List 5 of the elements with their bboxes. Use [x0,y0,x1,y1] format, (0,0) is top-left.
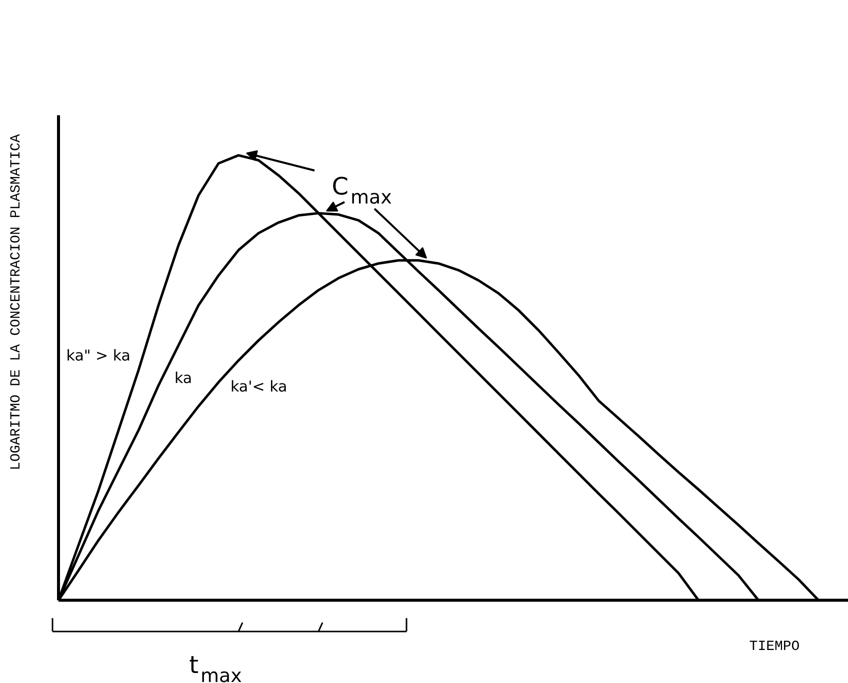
series-label: ka [174,368,192,387]
y-axis-title: LOGARITMO DE LA CONCENTRACION PLASMATICA [8,134,24,470]
series-label: ka'< ka [230,378,288,396]
x-axis-title: TIEMPO [749,639,800,656]
series-label: ka" > ka [66,346,130,365]
